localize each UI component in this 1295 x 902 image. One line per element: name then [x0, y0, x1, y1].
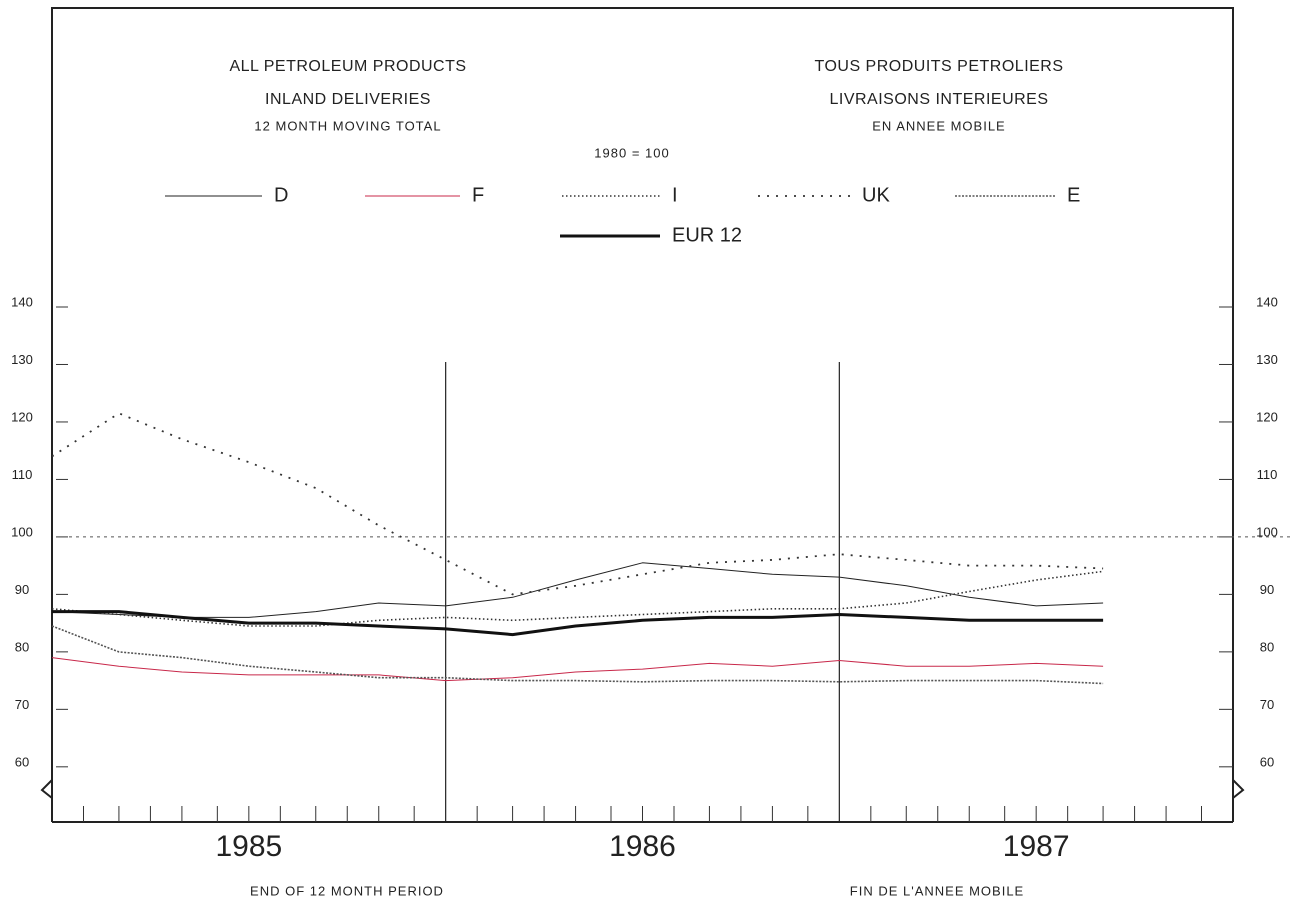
y-tick-label: 140 [1256, 294, 1278, 309]
y-tick-label: 130 [1256, 352, 1278, 367]
y-tick-label: 60 [1260, 754, 1274, 769]
x-tick-label: 1986 [609, 830, 676, 863]
series-line [51, 657, 1104, 682]
base-note: 1980 = 100 [594, 145, 669, 160]
y-tick-label: 100 [11, 524, 33, 539]
subtitle: 12 MONTH MOVING TOTAL [254, 118, 441, 133]
axis-break [40, 779, 53, 799]
y-tick-label: 80 [1260, 639, 1274, 654]
y-tick-label: 140 [11, 294, 33, 309]
series-line [51, 562, 1104, 618]
subtitle: INLAND DELIVERIES [265, 91, 431, 108]
title: TOUS PRODUITS PETROLIERS [814, 58, 1063, 75]
legend-label: F [472, 184, 484, 206]
y-tick-label: 100 [1256, 524, 1278, 539]
y-tick-label: 130 [11, 352, 33, 367]
y-tick-label: 90 [1260, 582, 1274, 597]
x-tick-label: 1985 [215, 830, 282, 863]
legend-label: E [1067, 184, 1080, 206]
y-tick-label: 120 [11, 409, 33, 424]
series-line [51, 412, 1104, 596]
y-tick-label: 110 [1257, 467, 1278, 482]
legend-label: I [672, 184, 678, 206]
x-axis-label: FIN DE L'ANNEE MOBILE [850, 883, 1024, 898]
subtitle: LIVRAISONS INTERIEURES [829, 91, 1048, 108]
series-line [51, 625, 1104, 685]
y-tick-label: 70 [1260, 697, 1274, 712]
subtitle: EN ANNEE MOBILE [872, 118, 1005, 133]
legend-label: UK [862, 184, 890, 206]
series-line [52, 610, 1104, 637]
legend-label: D [274, 184, 288, 206]
title: ALL PETROLEUM PRODUCTS [229, 58, 466, 75]
y-tick-label: 110 [12, 467, 33, 482]
y-tick-label: 70 [15, 697, 29, 712]
axis-break [1232, 779, 1245, 799]
y-tick-label: 80 [15, 639, 29, 654]
series-line [51, 570, 1104, 627]
x-axis-label: END OF 12 MONTH PERIOD [250, 883, 444, 898]
y-tick-label: 60 [15, 754, 29, 769]
x-tick-label: 1987 [1003, 830, 1070, 863]
legend-label: EUR 12 [672, 224, 742, 246]
frame [51, 7, 1234, 822]
y-tick-label: 120 [1256, 409, 1278, 424]
y-tick-label: 90 [15, 582, 29, 597]
